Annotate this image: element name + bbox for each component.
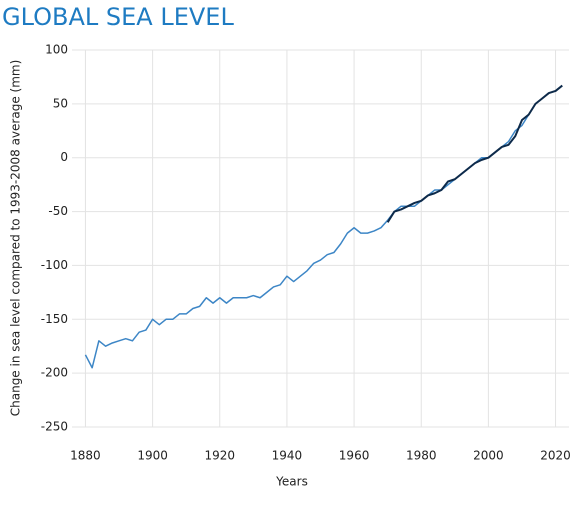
y-axis-label: Change in sea level compared to 1993-200… [9,60,23,417]
x-tick-label: 1980 [406,449,437,463]
series-line [84,114,530,369]
x-tick-label: 1880 [70,449,101,463]
y-tick-label: 50 [53,96,68,110]
y-tick-label: -200 [41,366,68,380]
y-tick-label: 0 [60,150,68,164]
y-tick-label: -150 [41,312,68,326]
y-tick-label: -100 [41,258,68,272]
y-tick-label: -250 [41,420,68,434]
y-tick-label: -50 [48,204,68,218]
y-tick-label: 100 [45,43,68,57]
series-line [386,84,563,223]
x-axis-label: Years [275,475,308,489]
x-tick-label: 2020 [540,449,571,463]
chart-title: GLOBAL SEA LEVEL [2,3,234,31]
x-tick-label: 2000 [473,449,504,463]
x-tick-label: 1920 [204,449,235,463]
x-tick-label: 1960 [339,449,370,463]
x-tick-label: 1900 [137,449,168,463]
x-tick-label: 1940 [272,449,303,463]
